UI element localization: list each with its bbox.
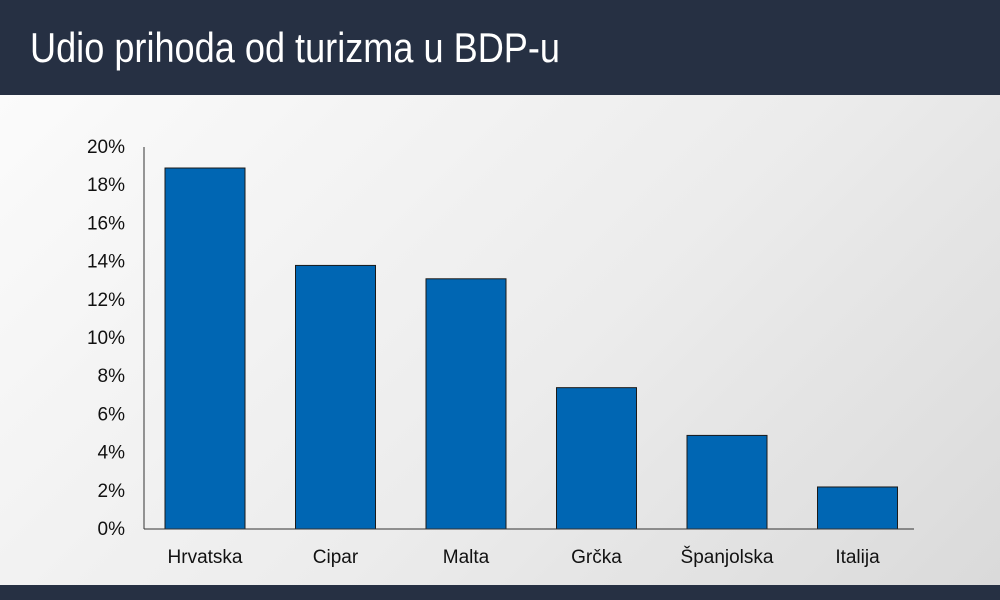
- bar: [556, 387, 637, 530]
- header-bar: Udio prihoda od turizma u BDP-u: [0, 0, 1000, 95]
- x-tick-label: Malta: [443, 547, 490, 568]
- y-tick-label: 10%: [87, 328, 125, 349]
- bar: [164, 167, 246, 530]
- y-tick-label: 14%: [87, 252, 125, 273]
- y-tick-label: 12%: [87, 290, 125, 311]
- bar: [295, 264, 376, 530]
- bar: [425, 278, 507, 530]
- y-tick-label: 0%: [98, 519, 126, 540]
- y-tick-label: 6%: [98, 404, 126, 425]
- bar: [817, 486, 898, 530]
- x-axis-labels: Hrvatska Cipar Malta Grčka Španjolska Italija: [168, 546, 881, 568]
- x-tick-label: Cipar: [313, 547, 359, 568]
- y-tick-label: 18%: [87, 175, 125, 196]
- y-tick-label: 2%: [98, 481, 126, 502]
- y-tick-label: 16%: [87, 213, 125, 234]
- y-tick-label: 4%: [98, 443, 126, 464]
- x-tick-label: Grčka: [571, 547, 622, 568]
- x-tick-label: Španjolska: [681, 546, 774, 568]
- x-tick-label: Hrvatska: [168, 547, 243, 568]
- y-tick-label: 20%: [87, 137, 125, 158]
- bars-group: [164, 167, 898, 530]
- x-tick-label: Italija: [835, 547, 880, 568]
- footer-bar: [0, 585, 1000, 600]
- bar: [686, 434, 768, 530]
- page-title: Udio prihoda od turizma u BDP-u: [30, 24, 561, 71]
- y-axis-ticks: 0% 2% 4% 6% 8% 10% 12% 14% 16% 18% 20%: [87, 137, 125, 540]
- y-tick-label: 8%: [98, 366, 126, 387]
